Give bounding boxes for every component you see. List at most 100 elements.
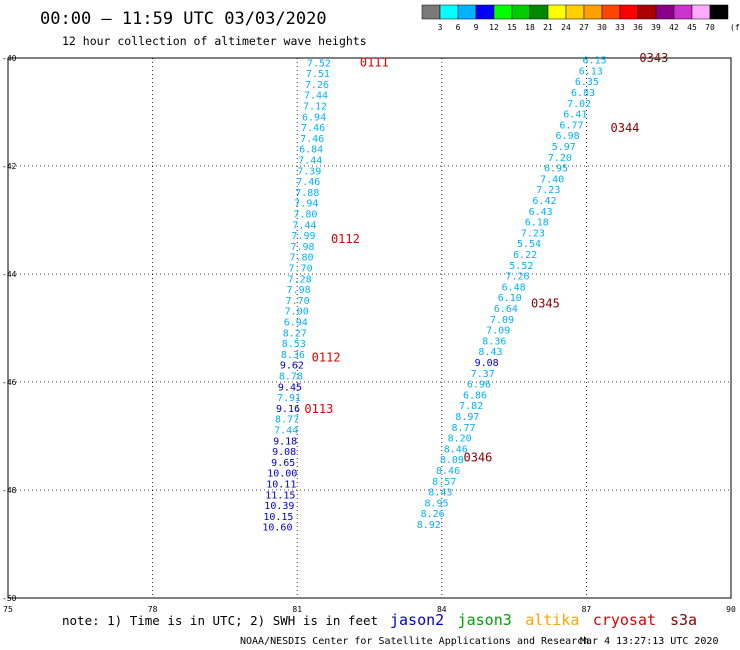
swh-value: 7.88 [295,188,319,199]
swh-value: 7.09 [486,326,510,337]
swh-value: 8.77 [275,415,299,426]
scale-swatch [547,4,567,20]
y-tick-label: -50 [2,594,17,603]
scale-swatch [511,4,531,20]
swh-value: 8.27 [283,328,307,339]
plot-border [7,57,732,599]
footer-credit: NOAA/NESDIS Center for Satellite Applica… [240,636,589,647]
scale-label: 33 [615,23,625,32]
swh-value: 8.43 [478,347,502,358]
swh-value: 7.82 [459,401,483,412]
scale-swatch [709,4,729,20]
swh-values: 7.527.517.267.447.126.947.467.466.847.44… [262,56,606,534]
swh-value: 7.70 [289,264,313,275]
pass-time-label: 0344 [611,121,640,135]
scale-swatch [583,4,603,20]
scale-label: 6 [456,23,461,32]
scale-swatch [565,4,585,20]
pass-time-label: 0343 [639,51,668,65]
y-tick-label: -48 [2,486,17,495]
swh-value: 7.28 [288,274,312,285]
y-tick-label: -44 [2,270,17,279]
satellite-name: altika [525,611,579,629]
swh-value: 7.44 [274,426,298,437]
scale-swatch [673,4,693,20]
swh-value: 7.37 [471,369,495,380]
scale-swatch [529,4,549,20]
swh-value: 8.09 [440,455,464,466]
scale-swatch [691,4,711,20]
x-tick-label: 75 [3,605,13,614]
swh-value: 7.70 [286,296,310,307]
satellite-name: cryosat [593,611,656,629]
swh-value: 8.43 [428,488,452,499]
footer-timestamp: Mar 4 13:27:13 UTC 2020 [580,636,718,647]
scale-label: 70 [705,23,715,32]
scale-swatch [637,4,657,20]
scale-swatch [421,4,441,20]
swh-value: 9.62 [280,361,304,372]
scale-label: 3 [438,23,443,32]
pass-time-label: 0345 [531,297,560,311]
scale-label: 9 [474,23,479,32]
x-tick-label: 90 [726,605,736,614]
swh-value: 6.10 [498,293,522,304]
swh-value: 6.43 [529,207,553,218]
swh-value: 7.99 [291,231,315,242]
swh-value: 7.00 [285,307,309,318]
x-tick-label: 84 [437,605,447,614]
pass-labels: 0111 0112 0112 0113 0343 0344 0345 0346 [304,51,668,465]
swh-value: 7.46 [296,177,320,188]
swh-value: 6.13 [579,66,603,77]
swh-value: 7.52 [307,58,331,69]
scale-swatch [619,4,639,20]
swh-value: 6.77 [559,120,583,131]
swh-value: 7.44 [298,156,322,167]
swh-value: 5.52 [509,261,533,272]
pass-time-label: 0113 [304,402,333,416]
scale-label: 18 [525,23,535,32]
footer-note: note: 1) Time is in UTC; 2) SWH is in fe… [62,613,378,628]
swh-value: 8.20 [448,434,472,445]
swh-value: 8.46 [444,444,468,455]
swh-value: 6.18 [525,218,549,229]
swh-value: 7.23 [536,185,560,196]
scale-label: 42 [669,23,679,32]
swh-value: 9.16 [276,404,300,415]
swh-value: 7.39 [297,166,321,177]
swh-value: 8.95 [424,498,448,509]
swh-value: 6.96 [467,380,491,391]
y-tick-label: -46 [2,378,17,387]
swh-value: 6.48 [502,282,526,293]
swh-value: 7.20 [548,153,572,164]
swh-value: 8.57 [432,477,456,488]
swh-value: 6.94 [284,318,308,329]
scale-swatch [439,4,459,20]
swh-value: 6.35 [575,77,599,88]
swh-value: 6.22 [513,250,537,261]
swh-value: 7.23 [521,228,545,239]
scale-label: 21 [543,23,553,32]
x-tick-label: 81 [292,605,302,614]
swh-value: 10.00 [267,469,297,480]
x-axis-ticks: 75 78 81 84 87 90 [3,605,736,614]
swh-value: 8.36 [482,336,506,347]
swh-value: 7.94 [294,199,318,210]
scale-unit: (ft) [730,23,740,32]
swh-value: 7.12 [303,102,327,113]
swh-value: 6.64 [494,304,518,315]
scale-label: 15 [507,23,517,32]
swh-value: 11.15 [265,490,295,501]
swh-value: 7.98 [287,285,311,296]
scale-label: 30 [597,23,607,32]
swh-value: 8.92 [417,520,441,531]
swh-value: 9.45 [278,382,302,393]
chart-title: 00:00 – 11:59 UTC 03/03/2020 [40,9,327,29]
swh-value: 6.42 [532,196,556,207]
x-tick-label: 78 [148,605,158,614]
swh-value: 8.26 [421,509,445,520]
y-tick-label: -40 [2,54,17,63]
satellite-name: s3a [670,611,697,629]
